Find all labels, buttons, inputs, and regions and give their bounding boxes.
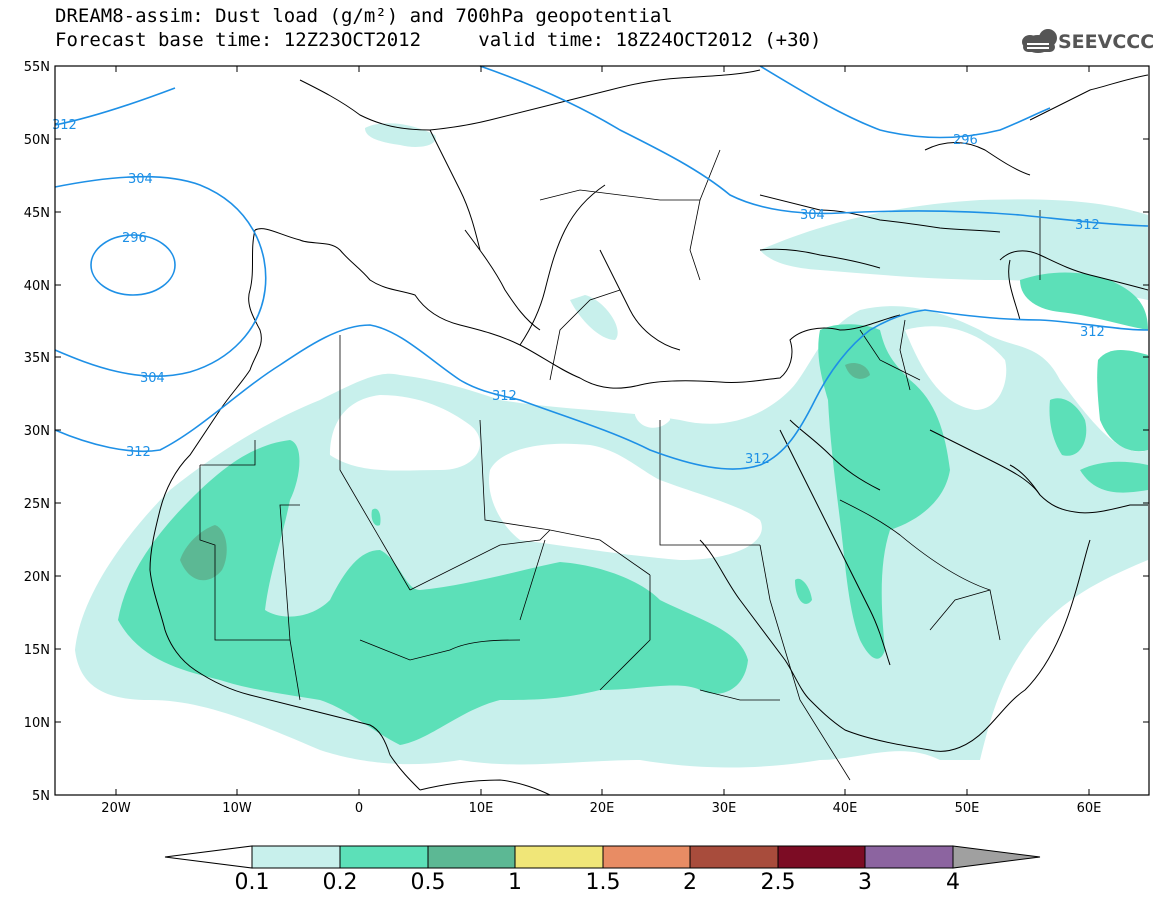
lat-label: 20N xyxy=(24,570,50,585)
colorbar-label: 2.5 xyxy=(760,870,796,895)
contour-label: 304 xyxy=(800,208,825,223)
lat-label: 5N xyxy=(32,789,50,804)
colorbar-under-arrow xyxy=(164,845,253,869)
colorbar-label: 0.5 xyxy=(410,870,446,895)
map-title: DREAM8-assim: Dust load (g/m²) and 700hP… xyxy=(55,5,673,27)
base-time: Forecast base time: 12Z23OCT2012 xyxy=(55,29,422,51)
colorbar-label: 3 xyxy=(858,870,872,895)
lon-label: 0 xyxy=(355,801,363,816)
contour-label: 312 xyxy=(1080,325,1105,340)
colorbar-bin xyxy=(602,845,691,869)
lat-label: 55N xyxy=(24,60,50,75)
lon-label: 10W xyxy=(222,801,252,816)
dust-clear-areas xyxy=(330,326,1007,560)
geopotential-contours xyxy=(54,65,1149,470)
axis-ticks xyxy=(55,65,1149,796)
lat-label: 25N xyxy=(24,497,50,512)
lon-label: 50E xyxy=(955,801,980,816)
colorbar-label: 1.5 xyxy=(585,870,621,895)
colorbar-bin xyxy=(689,845,779,869)
lon-label: 10E xyxy=(469,801,494,816)
colorbar-bin xyxy=(864,845,954,869)
lon-label: 40E xyxy=(833,801,858,816)
colorbar-bin xyxy=(339,845,429,869)
colorbar-label: 4 xyxy=(946,870,960,895)
contour-label: 312 xyxy=(1075,218,1100,233)
contour-label: 304 xyxy=(140,371,165,386)
lat-label: 35N xyxy=(24,351,50,366)
lat-label: 45N xyxy=(24,206,50,221)
lon-label: 20E xyxy=(590,801,615,816)
seevccc-logo xyxy=(1022,29,1057,53)
colorbar-bin xyxy=(777,845,866,869)
lat-label: 30N xyxy=(24,424,50,439)
forecast-times: Forecast base time: 12Z23OCT2012 valid t… xyxy=(55,30,821,50)
contour-label: 296 xyxy=(122,231,147,246)
colorbar-label: 0.2 xyxy=(322,870,358,895)
contour-label: 312 xyxy=(52,118,77,133)
colorbar xyxy=(164,845,1041,869)
lat-label: 10N xyxy=(24,716,50,731)
contour-label: 312 xyxy=(745,452,770,467)
colorbar-over-arrow xyxy=(952,845,1041,869)
logo-text: SEEVCCC xyxy=(1058,31,1155,53)
lon-label: 30E xyxy=(712,801,737,816)
valid-time: valid time: 18Z24OCT2012 (+30) xyxy=(478,29,822,51)
contour-labels: 312 304 296 304 312 312 312 296 304 312 … xyxy=(52,118,1105,467)
colorbar-label: 0.1 xyxy=(234,870,270,895)
contour-label: 312 xyxy=(126,445,151,460)
lat-label: 40N xyxy=(24,279,50,294)
colorbar-label: 2 xyxy=(683,870,697,895)
political-borders xyxy=(199,149,1041,781)
longitude-labels: 20W 10W 0 10E 20E 30E 40E 50E 60E xyxy=(101,801,1101,816)
lon-label: 60E xyxy=(1077,801,1102,816)
contour-label: 296 xyxy=(953,133,978,148)
contour-label: 312 xyxy=(492,389,517,404)
lon-label: 20W xyxy=(101,801,131,816)
dust-shade-medium xyxy=(118,272,1148,745)
lat-label: 15N xyxy=(24,643,50,658)
cloud-icon xyxy=(1022,29,1057,53)
colorbar-bin xyxy=(251,845,341,869)
colorbar-bin xyxy=(514,845,604,869)
contour-label: 304 xyxy=(128,172,153,187)
lat-label: 50N xyxy=(24,133,50,148)
colorbar-label: 1 xyxy=(508,870,522,895)
colorbar-bin xyxy=(427,845,516,869)
latitude-labels: 55N 50N 45N 40N 35N 30N 25N 20N 15N 10N … xyxy=(24,60,50,804)
